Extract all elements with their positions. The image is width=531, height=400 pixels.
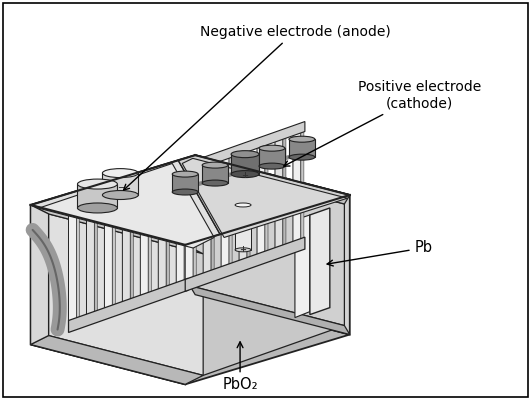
FancyBboxPatch shape — [3, 3, 528, 397]
Ellipse shape — [289, 136, 315, 142]
Polygon shape — [176, 169, 184, 286]
Polygon shape — [172, 174, 198, 192]
Polygon shape — [158, 176, 166, 292]
Ellipse shape — [172, 171, 198, 177]
Polygon shape — [265, 138, 268, 254]
Polygon shape — [185, 237, 305, 291]
Polygon shape — [31, 295, 350, 384]
Text: PbO₂: PbO₂ — [222, 342, 258, 392]
Polygon shape — [166, 174, 169, 289]
Polygon shape — [113, 192, 115, 308]
Text: Negative electrode (anode): Negative electrode (anode) — [124, 24, 390, 190]
Polygon shape — [31, 336, 203, 384]
Polygon shape — [31, 155, 350, 245]
Polygon shape — [105, 194, 113, 311]
Ellipse shape — [202, 162, 228, 168]
Ellipse shape — [102, 190, 139, 200]
Ellipse shape — [102, 169, 139, 178]
Ellipse shape — [259, 163, 285, 169]
Polygon shape — [190, 286, 350, 334]
Ellipse shape — [231, 151, 259, 158]
Polygon shape — [68, 278, 188, 332]
Polygon shape — [195, 155, 350, 334]
Polygon shape — [295, 215, 310, 318]
Polygon shape — [122, 188, 130, 304]
Ellipse shape — [202, 180, 228, 186]
Polygon shape — [229, 151, 232, 267]
Polygon shape — [48, 214, 203, 375]
Text: +: + — [242, 170, 249, 180]
Ellipse shape — [78, 179, 117, 189]
Ellipse shape — [235, 248, 251, 252]
Ellipse shape — [259, 145, 285, 151]
Text: Positive electrode
(cathode): Positive electrode (cathode) — [284, 80, 481, 166]
Polygon shape — [211, 158, 214, 273]
Polygon shape — [235, 205, 251, 250]
Polygon shape — [39, 164, 214, 248]
Polygon shape — [31, 205, 203, 254]
Ellipse shape — [231, 171, 259, 178]
Polygon shape — [130, 186, 133, 302]
Polygon shape — [95, 199, 98, 314]
Polygon shape — [310, 208, 330, 315]
Polygon shape — [48, 286, 345, 375]
Polygon shape — [31, 205, 48, 344]
Polygon shape — [231, 154, 259, 174]
Polygon shape — [182, 158, 347, 238]
Polygon shape — [202, 165, 228, 183]
Polygon shape — [68, 207, 76, 324]
Polygon shape — [140, 182, 148, 298]
Polygon shape — [31, 160, 220, 245]
Text: +: + — [239, 245, 246, 254]
Polygon shape — [293, 128, 301, 244]
Ellipse shape — [172, 189, 198, 195]
Polygon shape — [257, 140, 265, 257]
Polygon shape — [178, 155, 350, 234]
Polygon shape — [283, 132, 286, 248]
Ellipse shape — [235, 203, 251, 207]
Polygon shape — [76, 205, 80, 321]
Polygon shape — [275, 134, 283, 251]
Polygon shape — [289, 139, 315, 157]
Polygon shape — [301, 126, 304, 242]
Polygon shape — [239, 147, 247, 263]
Text: −: − — [117, 184, 124, 192]
Ellipse shape — [78, 203, 117, 213]
Polygon shape — [78, 184, 117, 208]
Polygon shape — [185, 122, 305, 174]
Polygon shape — [148, 180, 151, 295]
Polygon shape — [184, 167, 187, 283]
Text: Pb: Pb — [327, 240, 433, 266]
Polygon shape — [247, 145, 250, 260]
Polygon shape — [31, 205, 185, 384]
Polygon shape — [190, 155, 350, 204]
Polygon shape — [185, 166, 193, 282]
Polygon shape — [221, 153, 229, 270]
Polygon shape — [190, 164, 345, 326]
Polygon shape — [193, 164, 196, 280]
Polygon shape — [87, 201, 95, 317]
Polygon shape — [259, 148, 285, 166]
Ellipse shape — [289, 154, 315, 160]
Polygon shape — [102, 173, 139, 195]
Polygon shape — [203, 160, 211, 276]
Polygon shape — [68, 163, 188, 215]
